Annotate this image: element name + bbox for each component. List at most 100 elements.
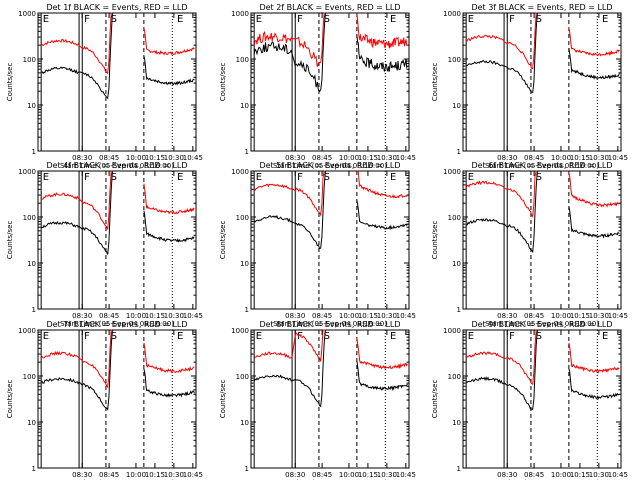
- x-tick-label: 08:45: [312, 154, 332, 162]
- x-tick-label: 10:00: [126, 154, 146, 162]
- marker-label: F: [297, 172, 303, 183]
- panel-title: Det 4f BLACK = Events, RED = LLD: [46, 161, 187, 170]
- series-line: [466, 329, 542, 386]
- y-tick-label: 1000: [18, 168, 36, 176]
- y-tick-label: 100: [23, 214, 36, 222]
- x-tick-label: 08:45: [99, 154, 119, 162]
- marker-label: E: [390, 172, 396, 183]
- marker-label: S: [324, 331, 330, 342]
- panel-title: Det 7f BLACK = Events, RED = LLD: [46, 320, 187, 329]
- marker-label: E: [43, 14, 49, 25]
- x-tick-label: 10:45: [183, 154, 203, 162]
- marker-label: S: [324, 14, 330, 25]
- x-tick-label: 08:30: [72, 471, 92, 479]
- y-tick-label: 1: [245, 306, 249, 314]
- x-tick-label: 08:30: [285, 312, 305, 320]
- marker-label: S: [111, 172, 117, 183]
- x-tick-label: 08:45: [99, 312, 119, 320]
- x-tick-label: 10:45: [396, 312, 416, 320]
- y-tick-label: 10: [452, 260, 461, 268]
- x-tick-label: 10:30: [164, 471, 184, 479]
- series-line: [40, 170, 117, 230]
- y-tick-label: 1: [457, 465, 461, 473]
- y-tick-label: 10: [452, 419, 461, 427]
- x-axis-label: Start Time (05-Sep-04 08:16:00): [273, 320, 387, 328]
- series-line: [356, 170, 408, 199]
- marker-label: E: [468, 172, 474, 183]
- marker-label: F: [84, 14, 90, 25]
- series-line: [356, 200, 408, 231]
- marker-label: E: [177, 172, 183, 183]
- marker-label: F: [509, 331, 515, 342]
- y-tick-label: 100: [236, 214, 249, 222]
- x-tick-label: 10:15: [570, 154, 590, 162]
- detector-panel-4: Det 4f BLACK = Events, RED = LLD 1 10 100 10…: [6, 161, 203, 328]
- series-line: [466, 170, 542, 254]
- x-tick-label: 10:15: [358, 471, 378, 479]
- series-line: [253, 12, 330, 67]
- x-tick-label: 08:45: [99, 471, 119, 479]
- panel-title: Det 2f BLACK = Events, RED = LLD: [259, 3, 400, 12]
- x-tick-label: 10:15: [570, 471, 590, 479]
- y-tick-label: 10: [27, 419, 36, 427]
- x-tick-label: 10:00: [126, 471, 146, 479]
- y-tick-label: 1: [245, 465, 249, 473]
- x-tick-label: 10:00: [126, 312, 146, 320]
- marker-label: E: [177, 331, 183, 342]
- x-tick-label: 08:30: [497, 154, 517, 162]
- y-axis-label: Counts/sec: [431, 380, 439, 419]
- y-tick-label: 100: [23, 373, 36, 381]
- x-tick-label: 08:45: [524, 312, 544, 320]
- series-line: [466, 329, 542, 411]
- detector-panel-8: Det 8f BLACK = Events, RED = LLD 1 10 100 10…: [219, 320, 416, 480]
- series-line: [253, 329, 330, 362]
- x-tick-label: 08:45: [524, 471, 544, 479]
- x-tick-label: 10:15: [570, 312, 590, 320]
- y-tick-label: 1: [457, 148, 461, 156]
- x-axis-label: Start Time (05-Sep-04 08:16:00): [485, 162, 599, 170]
- marker-label: F: [509, 172, 515, 183]
- x-tick-label: 10:00: [551, 154, 571, 162]
- x-tick-label: 10:30: [589, 471, 609, 479]
- y-axis-label: Counts/sec: [6, 380, 14, 419]
- x-tick-label: 08:45: [312, 312, 332, 320]
- x-tick-label: 08:30: [285, 154, 305, 162]
- y-tick-label: 1000: [231, 10, 249, 18]
- series-line: [40, 170, 117, 255]
- x-tick-label: 10:45: [396, 154, 416, 162]
- y-tick-label: 1000: [231, 327, 249, 335]
- y-tick-label: 1000: [18, 10, 36, 18]
- x-tick-label: 10:00: [339, 154, 359, 162]
- y-tick-label: 100: [448, 373, 461, 381]
- x-axis-label: Start Time (05-Sep-04 08:16:00): [273, 162, 387, 170]
- series-line: [143, 183, 195, 215]
- panel-title: Det 1f BLACK = Events, RED = LLD: [46, 3, 187, 12]
- y-tick-label: 10: [27, 260, 36, 268]
- marker-label: E: [177, 14, 183, 25]
- series-line: [143, 368, 195, 398]
- y-tick-label: 1: [32, 465, 36, 473]
- detector-panel-6: Det 6f BLACK = Events, RED = LLD 1 10 100 10…: [431, 161, 628, 328]
- panel-title: Det 6f BLACK = Events, RED = LLD: [471, 161, 612, 170]
- panel-title: Det 9f BLACK = Events, RED = LLD: [471, 320, 612, 329]
- y-tick-label: 1000: [443, 168, 461, 176]
- series-line: [568, 48, 620, 81]
- series-line: [356, 35, 408, 73]
- x-tick-label: 10:45: [608, 312, 628, 320]
- y-tick-label: 10: [452, 102, 461, 110]
- detector-panel-3: Det 3f BLACK = Events, RED = LLD 1 10 100 10…: [431, 3, 628, 170]
- x-tick-label: 10:30: [164, 154, 184, 162]
- marker-label: S: [536, 331, 542, 342]
- panel-title: Det 3f BLACK = Events, RED = LLD: [471, 3, 612, 12]
- marker-label: F: [84, 172, 90, 183]
- series-line: [143, 28, 195, 56]
- x-tick-label: 08:30: [497, 312, 517, 320]
- series-line: [568, 342, 620, 374]
- x-tick-label: 10:00: [339, 471, 359, 479]
- marker-label: E: [43, 172, 49, 183]
- y-axis-label: Counts/sec: [431, 63, 439, 102]
- marker-label: E: [43, 331, 49, 342]
- x-tick-label: 10:30: [164, 312, 184, 320]
- x-tick-label: 08:30: [72, 312, 92, 320]
- y-axis-label: Counts/sec: [6, 221, 14, 260]
